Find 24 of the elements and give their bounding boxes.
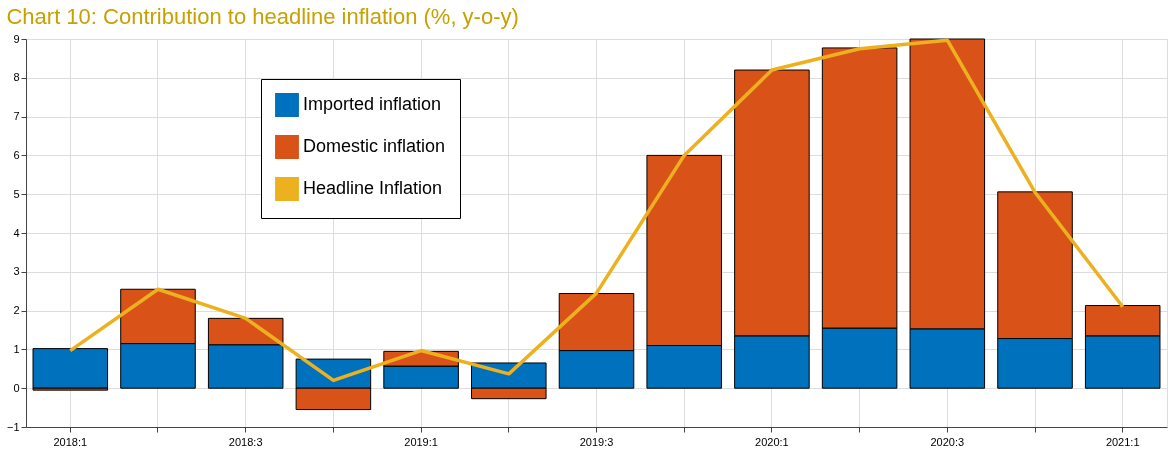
x-tick-label: 2018:3 xyxy=(228,435,263,448)
x-tick-label: 2018:1 xyxy=(53,435,88,448)
x-tick-label: 2021:1 xyxy=(1105,435,1140,448)
x-tick-label: 2020:3 xyxy=(930,435,965,448)
bar xyxy=(32,348,109,389)
x-tick-label: 2019:3 xyxy=(579,435,614,448)
y-tick-label: 6 xyxy=(13,148,20,161)
y-tick-label: 1 xyxy=(13,342,20,355)
y-tick-label: 3 xyxy=(13,265,20,278)
legend-label: Headline Inflation xyxy=(303,178,443,198)
y-tick-label: 5 xyxy=(13,187,20,200)
legend-label: Domestic inflation xyxy=(303,136,446,156)
y-tick-label: 0 xyxy=(13,381,20,394)
x-tick-label: 2020:1 xyxy=(755,435,789,448)
legend-label: Imported inflation xyxy=(303,94,442,114)
x-tick-label: 2019:1 xyxy=(404,435,438,448)
y-tick-label: −1 xyxy=(6,420,20,433)
chart-title: Chart 10: Contribution to headline inflation (%, y-o-y) xyxy=(6,4,519,29)
y-tick-label: 9 xyxy=(13,32,20,45)
y-tick-label: 4 xyxy=(13,226,20,239)
y-tick-label: 2 xyxy=(13,304,20,317)
y-tick-label: 7 xyxy=(13,110,20,123)
y-tick-label: 8 xyxy=(13,71,20,84)
line-series xyxy=(68,38,1125,383)
